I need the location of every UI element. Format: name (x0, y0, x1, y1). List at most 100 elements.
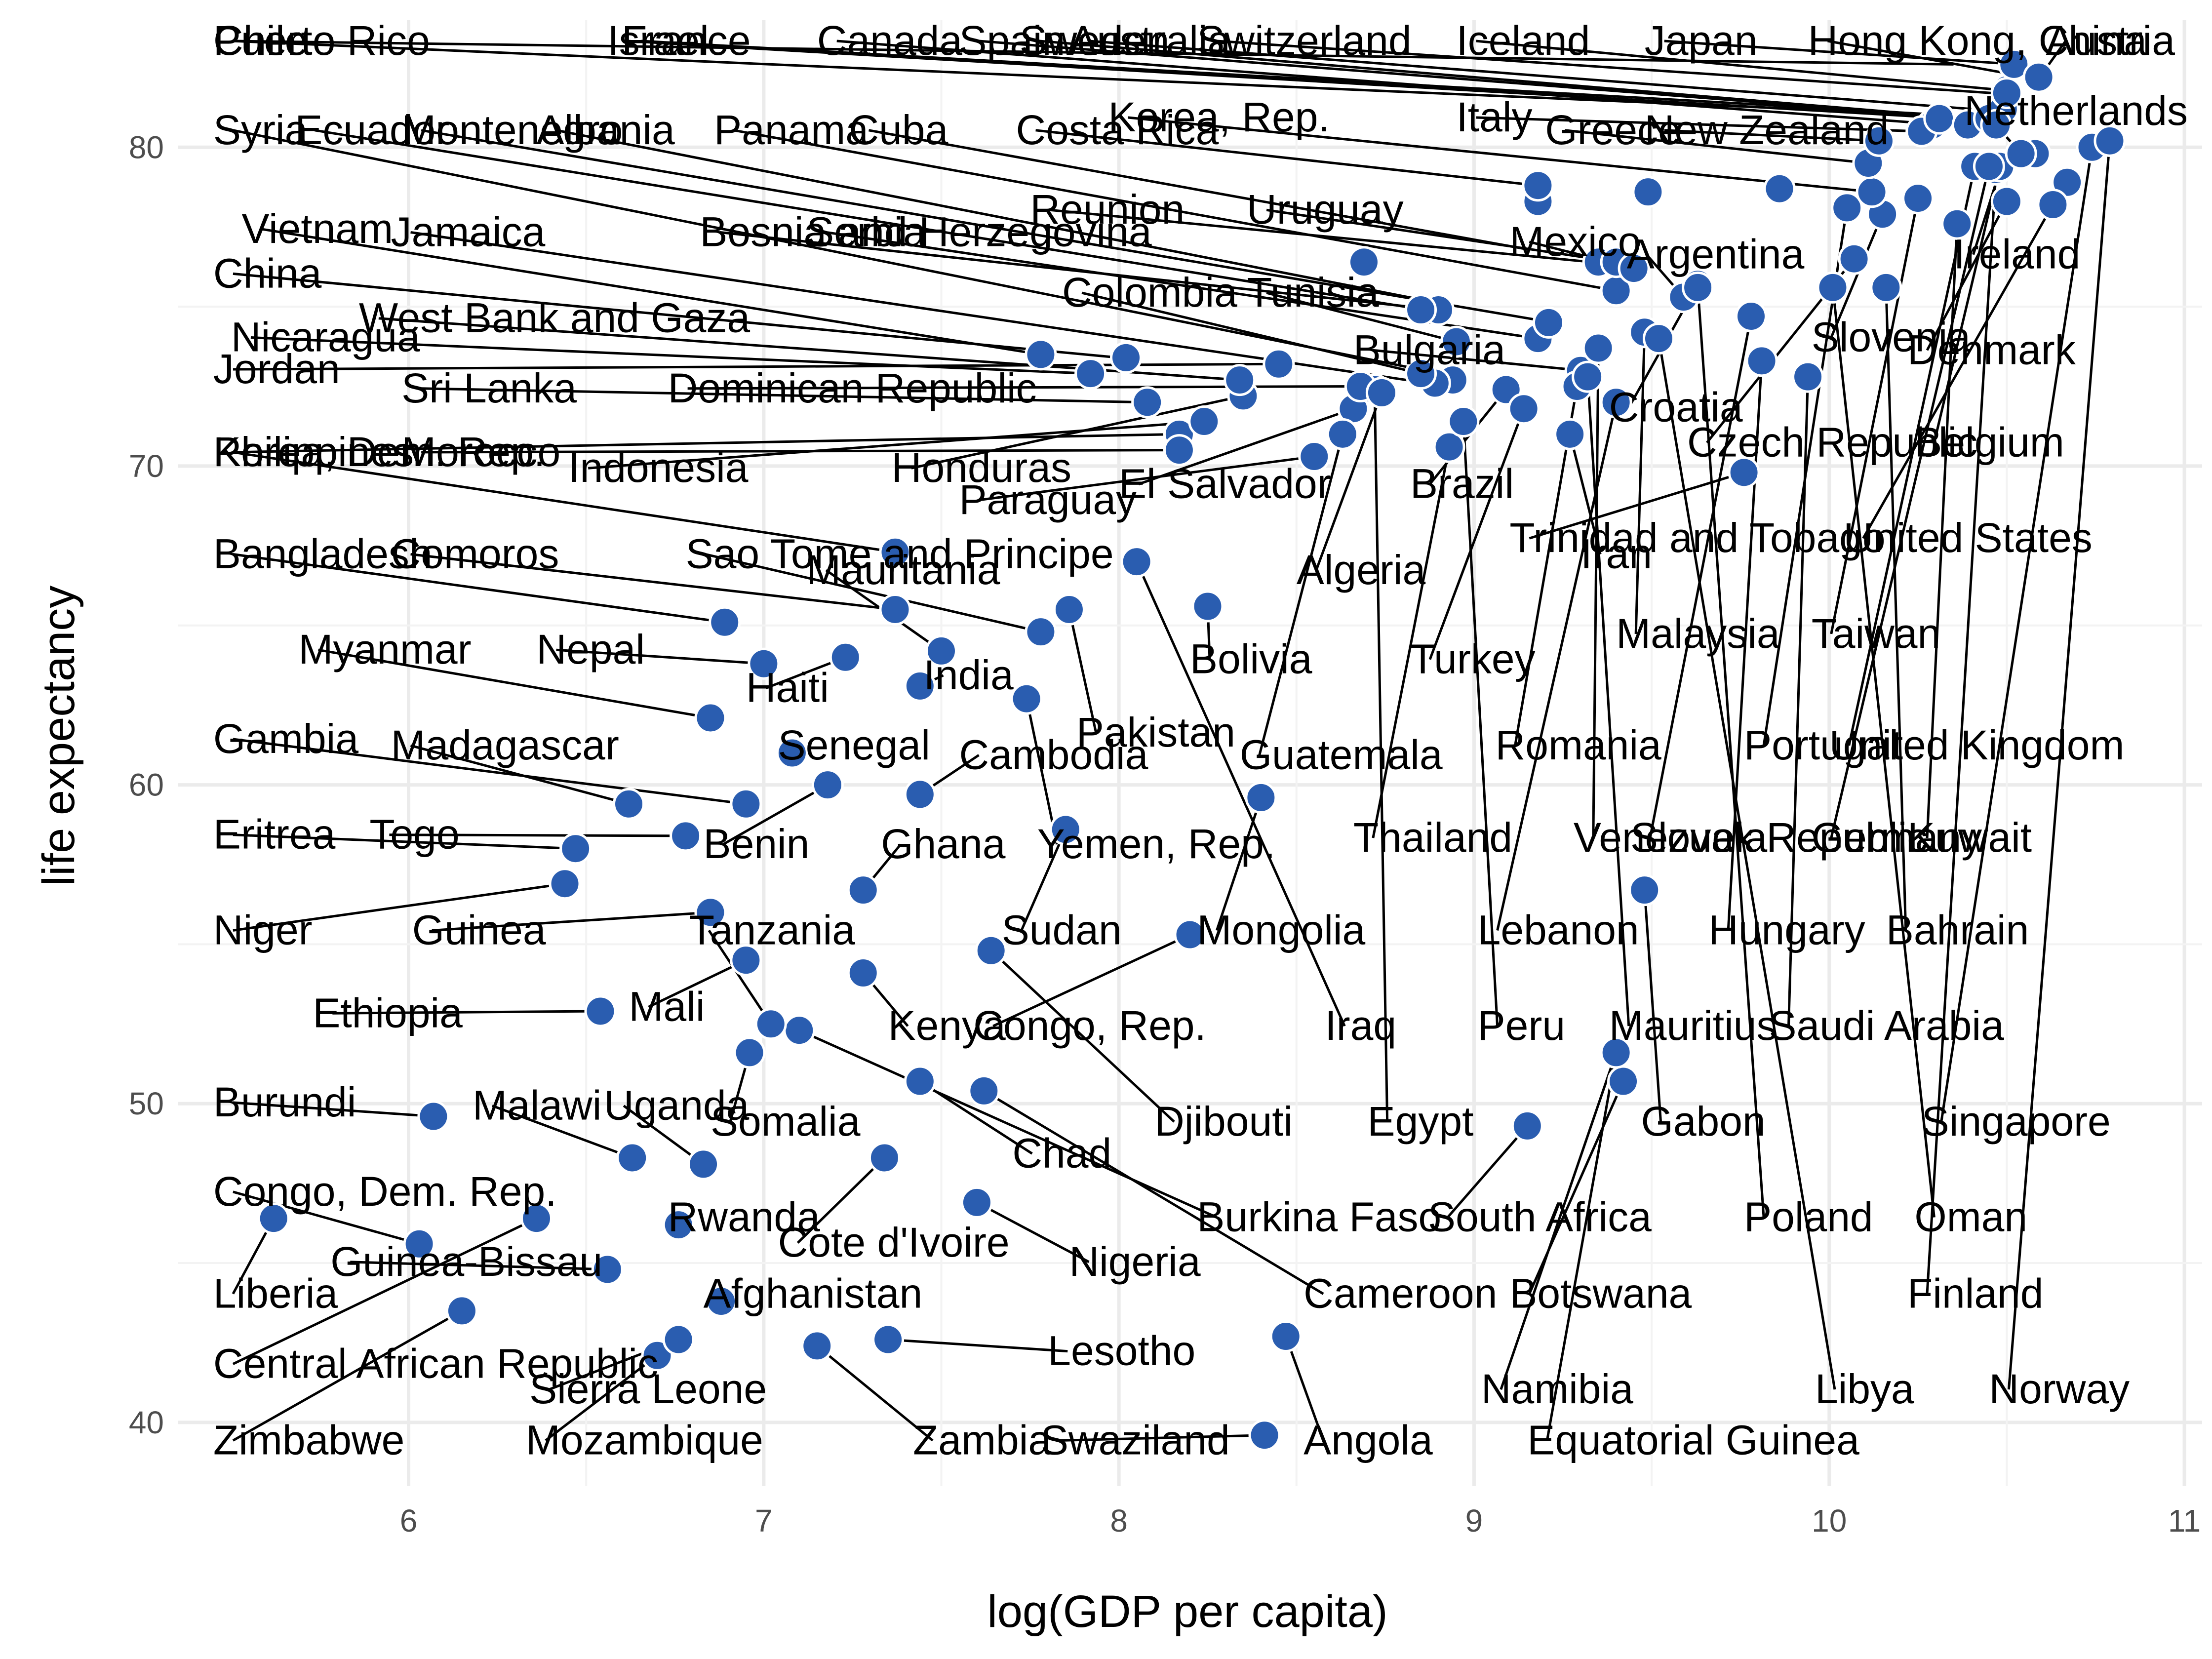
leader-line (990, 949, 1175, 1123)
point-label: Venezuela (1574, 814, 1768, 861)
leader-line (1089, 40, 1972, 111)
data-point (1440, 325, 1472, 358)
leader-line (1039, 40, 1972, 120)
data-point (1838, 242, 1870, 275)
leader-line (976, 1201, 1090, 1264)
data-point (1049, 813, 1082, 846)
data-point (1682, 271, 1714, 304)
data-point (257, 1202, 290, 1235)
point-label: Mongolia (1197, 907, 1365, 953)
data-point (847, 957, 879, 989)
leader-line (492, 1105, 633, 1159)
data-point (1269, 1320, 1302, 1353)
point-label: Liberia (213, 1270, 338, 1316)
point-label: Namibia (1481, 1366, 1633, 1412)
leader-line (1447, 1125, 1529, 1219)
data-point (1728, 456, 1760, 489)
data-point (613, 788, 645, 820)
data-point (1131, 386, 1164, 419)
data-point (1600, 386, 1632, 419)
point-label: Cote d'Ivoire (778, 1219, 1010, 1265)
data-point (1554, 418, 1586, 450)
leader-line (1830, 213, 1884, 338)
y-tick-label: 60 (129, 767, 164, 803)
leader-line (708, 930, 772, 1025)
point-label: Gabon (1641, 1098, 1766, 1145)
leader-line (233, 833, 576, 850)
point-label: Portugal (1744, 722, 1898, 768)
point-label: Austria (2046, 17, 2175, 64)
leader-line (1496, 402, 1618, 931)
point-label: France (622, 17, 750, 64)
data-point (1025, 338, 1057, 371)
point-label: Ecuador (295, 107, 449, 153)
point-label: Serbia (806, 208, 926, 255)
data-point (584, 995, 617, 1027)
point-label: Zambia (913, 1417, 1051, 1463)
point-label: Mali (629, 983, 705, 1029)
data-point (1074, 357, 1107, 390)
point-label: Ghana (881, 821, 1005, 867)
data-point (662, 1323, 695, 1356)
point-label: Albania (536, 107, 675, 153)
point-label: Vietnam (241, 205, 393, 252)
point-label: Belgium (1914, 419, 2064, 466)
leader-line (233, 1190, 420, 1245)
leader-line (1926, 224, 1959, 838)
point-label: Israel (607, 17, 709, 64)
point-label: Reunion (1030, 186, 1185, 233)
leader-line (1258, 434, 1344, 755)
leader-line (1284, 1336, 1325, 1441)
leader-line (1020, 829, 1067, 931)
point-label: Guinea (412, 907, 546, 953)
point-label: Ethiopia (313, 989, 463, 1036)
leader-line (705, 553, 1041, 633)
point-label: Madagascar (391, 722, 619, 768)
data-point (641, 1339, 673, 1372)
leader-line (1848, 166, 1976, 746)
leader-line (1462, 421, 1499, 1027)
data-point (1817, 271, 1849, 304)
data-point (801, 1330, 833, 1362)
x-tick-label: 10 (1812, 1503, 1847, 1539)
data-point (1326, 418, 1359, 450)
point-label: Kenya (888, 1002, 1006, 1049)
point-label: Ireland (1953, 231, 2080, 277)
leader-line (233, 882, 565, 932)
leader-line (836, 40, 1947, 126)
y-tick-label: 40 (129, 1405, 164, 1440)
point-label: Argentina (1627, 231, 1805, 277)
point-label: Czech Republic (1687, 419, 1977, 466)
point-label: Uganda (604, 1082, 750, 1129)
data-point (2037, 188, 2069, 221)
data-point (559, 832, 592, 865)
data-point (1298, 440, 1331, 473)
leader-line (233, 1101, 434, 1118)
data-point (975, 934, 1007, 967)
leader-line (1787, 377, 1810, 1027)
point-label: Canada (817, 17, 963, 64)
leader-line (1885, 287, 1907, 931)
point-label: India (924, 652, 1014, 698)
data-point (694, 702, 727, 734)
point-label: Central African Republic (213, 1340, 658, 1386)
data-point (1600, 1036, 1632, 1069)
point-label: Peru (1478, 1002, 1565, 1049)
data-point (1607, 1065, 1640, 1098)
leader-line (318, 648, 711, 719)
data-point (1532, 306, 1565, 339)
point-label: Kuwait (1907, 814, 2032, 861)
leader-line (1658, 338, 1836, 1390)
y-tick-label: 50 (129, 1086, 164, 1121)
data-point (1745, 345, 1778, 377)
data-point (904, 670, 936, 702)
leader-line (233, 451, 896, 553)
x-tick-label: 6 (400, 1503, 418, 1539)
data-point (1110, 341, 1143, 374)
leader-line (1643, 890, 1662, 1122)
leader-line (911, 395, 1244, 470)
leader-line (421, 129, 1535, 321)
leader-line (588, 420, 1204, 470)
data-point (730, 944, 762, 977)
point-label: Korea, Dem. Rep. (213, 429, 545, 475)
